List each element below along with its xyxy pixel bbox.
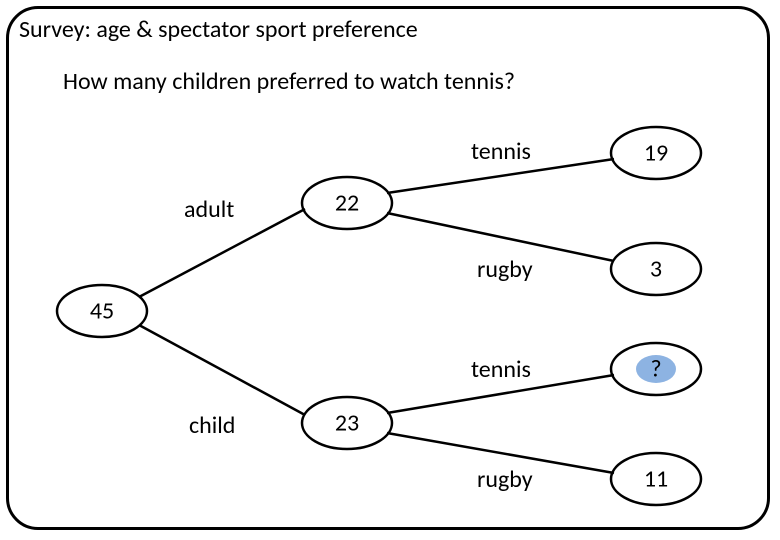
node-root-value: 45: [90, 297, 114, 326]
leaf-adult-tennis-value: 19: [644, 139, 668, 168]
label-child: child: [189, 411, 235, 440]
label-adult-tennis: tennis: [471, 137, 531, 166]
label-adult-rugby: rugby: [477, 255, 533, 284]
edge-root-child: [139, 325, 305, 415]
node-adult-value: 22: [335, 189, 359, 218]
label-adult: adult: [184, 195, 234, 224]
node-child-value: 23: [335, 409, 359, 438]
leaf-child-rugby-value: 11: [644, 465, 668, 494]
label-child-tennis: tennis: [471, 355, 531, 384]
leaf-adult-rugby-value: 3: [650, 255, 662, 284]
label-child-rugby: rugby: [477, 465, 533, 494]
tree-diagram: 45 22 23 19 3 ? 11 adult child tennis ru…: [9, 9, 773, 533]
edge-adult-rugby: [387, 213, 614, 261]
slide-frame: Survey: age & spectator sport preference…: [6, 6, 770, 530]
leaf-child-tennis-value: ?: [650, 355, 661, 384]
